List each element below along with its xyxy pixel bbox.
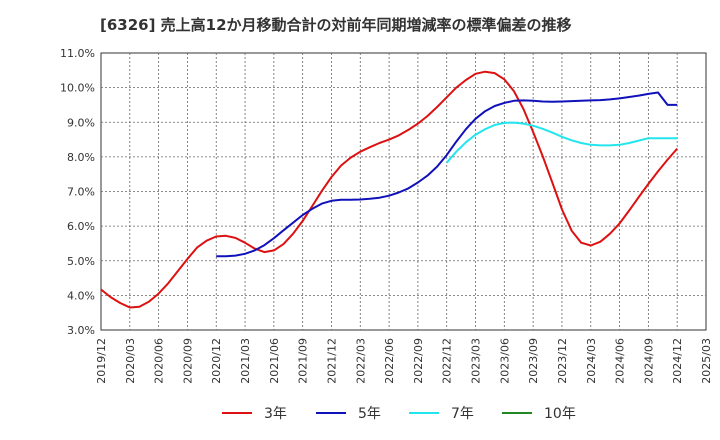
series-line-3 <box>445 121 678 164</box>
y-tick-label: 8.0% <box>67 151 95 164</box>
x-tick-label: 2021/06 <box>268 338 281 384</box>
y-tick-label: 11.0% <box>60 47 95 60</box>
x-tick-label: 2023/09 <box>527 338 540 384</box>
y-tick-label: 10.0% <box>60 82 95 95</box>
x-tick-label: 2021/03 <box>239 338 252 384</box>
chart-title: [6326] 売上高12か月移動合計の対前年同期増減率の標準偏差の推移 <box>100 16 572 34</box>
legend-label-2: 5年 <box>358 406 381 422</box>
series-line-2 <box>216 91 678 258</box>
x-tick-label: 2024/09 <box>642 338 655 384</box>
x-tick-label: 2020/12 <box>210 338 223 384</box>
x-tick-label: 2024/03 <box>585 338 598 384</box>
x-tick-label: 2022/06 <box>383 338 396 384</box>
y-tick-label: 6.0% <box>67 220 95 233</box>
x-tick-label: 2023/12 <box>556 338 569 384</box>
x-tick-label: 2023/03 <box>470 338 483 384</box>
x-tick-label: 2022/03 <box>354 338 367 384</box>
x-tick-label: 2023/06 <box>498 338 511 384</box>
y-tick-label: 4.0% <box>67 289 95 302</box>
series-line-1 <box>100 70 678 309</box>
y-tick-label: 9.0% <box>67 116 95 129</box>
x-tick-label: 2020/09 <box>181 338 194 384</box>
x-tick-label: 2019/12 <box>95 338 108 384</box>
y-tick-label: 5.0% <box>67 255 95 268</box>
y-tick-label: 3.0% <box>67 324 95 337</box>
x-tick-label: 2020/03 <box>124 338 137 384</box>
x-tick-label: 2021/09 <box>297 338 310 384</box>
x-tick-label: 2022/12 <box>441 338 454 384</box>
x-tick-label: 2022/09 <box>412 338 425 384</box>
x-tick-label: 2020/06 <box>153 338 166 384</box>
legend-label-4: 10年 <box>544 406 576 422</box>
x-tick-label: 2024/06 <box>614 338 627 384</box>
x-tick-label: 2024/12 <box>671 338 684 384</box>
legend-label-3: 7年 <box>451 406 474 422</box>
x-tick-label: 2025/03 <box>700 338 713 384</box>
legend-label-1: 3年 <box>264 406 287 422</box>
y-tick-label: 7.0% <box>67 186 95 199</box>
x-tick-label: 2021/12 <box>325 338 338 384</box>
